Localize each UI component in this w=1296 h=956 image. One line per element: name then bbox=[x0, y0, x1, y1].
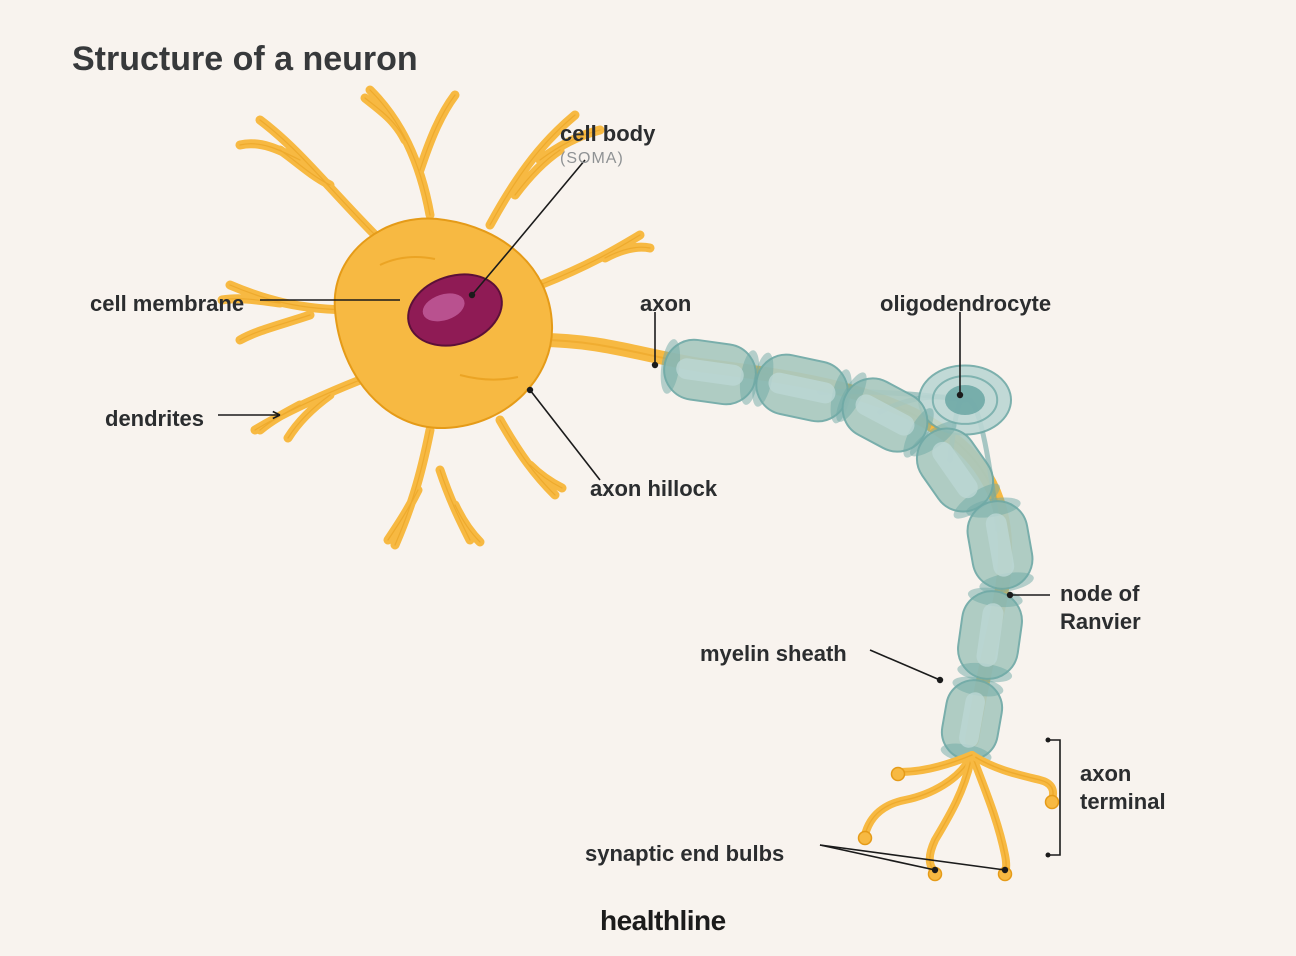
label-axon: axon bbox=[640, 290, 691, 318]
label-cell-body: cell body bbox=[560, 120, 655, 148]
label-axon-terminal: axon terminal bbox=[1080, 760, 1166, 815]
label-synaptic-end-bulbs: synaptic end bulbs bbox=[585, 840, 784, 868]
brand-logo: healthline bbox=[600, 905, 726, 937]
diagram-title: Structure of a neuron bbox=[72, 40, 418, 79]
label-axon-hillock: axon hillock bbox=[590, 475, 717, 503]
label-cell-membrane: cell membrane bbox=[90, 290, 244, 318]
label-cell-body-sub: (SOMA) bbox=[560, 150, 624, 168]
diagram-stage: Structure of a neuron cell body (SOMA) c… bbox=[0, 0, 1296, 956]
label-dendrites: dendrites bbox=[105, 405, 204, 433]
label-node-of-ranvier: node of Ranvier bbox=[1060, 580, 1141, 635]
label-myelin-sheath: myelin sheath bbox=[700, 640, 847, 668]
label-oligodendrocyte: oligodendrocyte bbox=[880, 290, 1051, 318]
